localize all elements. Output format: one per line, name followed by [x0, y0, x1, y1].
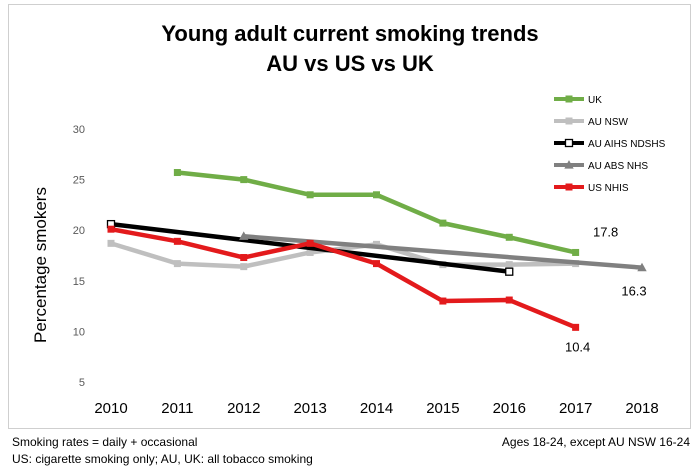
legend-marker [564, 138, 574, 148]
x-tick-label: 2010 [94, 400, 127, 417]
data-point-uk [306, 191, 314, 199]
data-point-uk [505, 233, 513, 241]
data-point-uk [439, 219, 447, 227]
data-point-au-nsw [107, 239, 115, 247]
data-point-us-nhis [107, 225, 115, 233]
data-point-us-nhis [505, 296, 513, 304]
data-point-us-nhis [572, 323, 580, 331]
data-label-au-abs-nhs: 16.3 [621, 284, 646, 299]
chart-title: Young adult current smoking trends [161, 21, 538, 46]
legend-marker [565, 95, 573, 103]
y-tick-label: 30 [73, 124, 85, 136]
y-tick-label: 20 [73, 225, 85, 237]
y-tick-label: 25 [73, 175, 85, 187]
legend-label: UK [588, 95, 602, 106]
x-tick-label: 2012 [227, 400, 260, 417]
legend-marker [564, 160, 574, 169]
legend-item-uk: UK [554, 95, 602, 106]
x-tick-label: 2014 [360, 400, 393, 417]
data-point-au-abs-nhs [637, 262, 647, 272]
data-point-uk [173, 169, 181, 177]
y-tick-label: 10 [73, 326, 85, 338]
line-chart: Young adult current smoking trends AU vs… [31, 21, 666, 417]
legend-item-us-nhis: US NHIS [554, 183, 629, 194]
legend-item-au-nsw: AU NSW [554, 117, 629, 128]
x-tick-label: 2016 [493, 400, 526, 417]
legend-label: AU ABS NHS [588, 161, 648, 172]
data-point-au-nsw [373, 240, 380, 248]
data-point-au-aihs-ndshs [505, 267, 514, 276]
data-point-uk [572, 248, 580, 256]
footnote-ages: Ages 18-24, except AU NSW 16-24 [501, 435, 690, 449]
series-line-us-nhis [108, 226, 578, 330]
x-tick-label: 2018 [625, 400, 658, 417]
y-axis-ticks: 5 10 15 20 25 30 [73, 124, 85, 389]
x-tick-label: 2013 [293, 400, 326, 417]
data-point-au-nsw [306, 248, 314, 256]
data-label-us-nhis: 10.4 [565, 339, 590, 354]
x-tick-label: 2017 [559, 400, 592, 417]
series-line-au-aihs-ndshs [108, 221, 512, 274]
legend-label: AU AIHS NDSHS [588, 139, 666, 150]
chart-subtitle: AU vs US vs UK [266, 51, 434, 76]
data-point-us-nhis [240, 254, 248, 262]
data-point-us-nhis [173, 237, 181, 245]
data-point-uk [373, 191, 380, 199]
footnote-definition: Smoking rates = daily + occasional [12, 435, 198, 449]
series-au-aihs-ndshs [106, 219, 514, 276]
legend-item-au-abs-nhs: AU ABS NHS [554, 160, 648, 172]
x-tick-label: 2011 [161, 400, 193, 417]
data-point-au-abs-nhs [239, 231, 249, 240]
data-point-au-nsw [240, 263, 248, 271]
data-label-uk: 17.8 [593, 224, 618, 239]
y-tick-label: 15 [73, 276, 85, 288]
y-tick-label: 5 [79, 377, 85, 389]
chart-frame: Young adult current smoking trends AU vs… [8, 4, 691, 429]
series-us-nhis [107, 225, 580, 331]
data-point-us-nhis [306, 239, 314, 247]
series-layer [106, 169, 647, 331]
legend-label: AU NSW [588, 117, 629, 128]
data-point-us-nhis [373, 260, 380, 268]
series-uk [173, 169, 580, 256]
legend-marker [565, 183, 573, 191]
y-axis-label: Percentage smokers [31, 187, 50, 343]
legend-label: US NHIS [588, 183, 629, 194]
data-point-uk [240, 176, 248, 184]
data-point-au-nsw [505, 261, 513, 269]
data-point-au-nsw [173, 260, 181, 268]
x-axis-ticks: 2010 2011 2012 2013 2014 2015 2016 2017 2018 [94, 400, 658, 417]
data-point-us-nhis [439, 297, 447, 305]
x-tick-label: 2015 [426, 400, 459, 417]
series-line-au-nsw [108, 241, 578, 269]
legend: UK AU NSW AU AIHS NDSHS AU ABS NHS US NHIS [554, 95, 666, 194]
legend-item-au-aihs-ndshs: AU AIHS NDSHS [554, 138, 666, 150]
footnote-scope: US: cigarette smoking only; AU, UK: all … [12, 452, 313, 466]
legend-marker [565, 117, 573, 125]
data-labels: 17.8 16.3 10.4 [565, 224, 647, 354]
